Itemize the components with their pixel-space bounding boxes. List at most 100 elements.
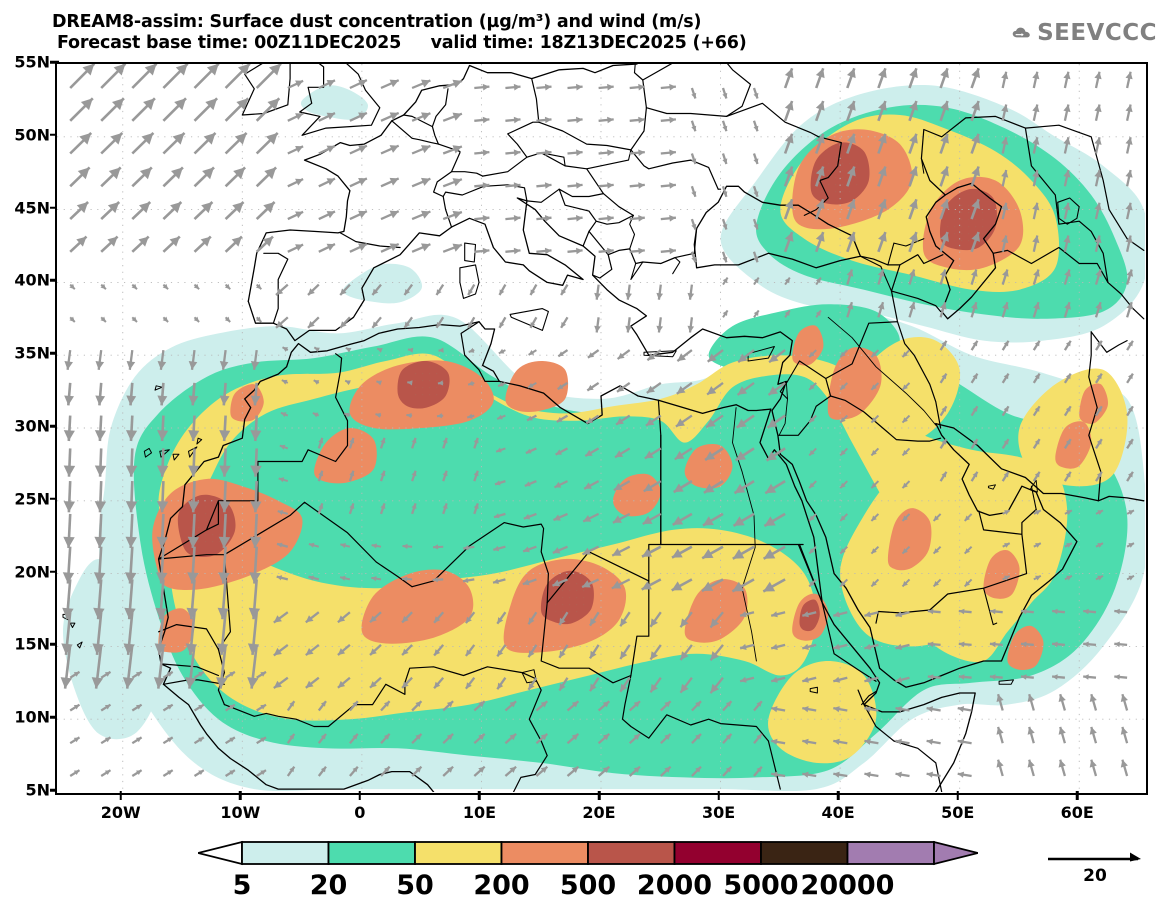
x-tick-mark xyxy=(358,791,362,800)
wind-arrowhead xyxy=(576,116,583,124)
wind-arrowhead xyxy=(273,615,282,623)
wind-arrowhead xyxy=(407,380,413,386)
wind-arrowhead xyxy=(687,325,695,333)
wind-arrowhead xyxy=(482,182,490,189)
wind-arrowhead xyxy=(260,770,266,775)
wind-arrowhead xyxy=(404,321,410,328)
wind-arrowhead xyxy=(421,243,431,252)
geo-outline xyxy=(827,316,937,426)
wind-arrowhead xyxy=(1128,340,1133,347)
wind-arrowhead xyxy=(941,373,947,380)
wind-arrowhead xyxy=(380,503,386,509)
wind-arrowhead xyxy=(1126,302,1134,310)
wind-arrowhead xyxy=(613,482,623,491)
wind-arrowhead xyxy=(1001,104,1009,113)
wind-arrowhead xyxy=(467,413,473,419)
wind-arrowhead xyxy=(478,701,485,708)
wind-arrowhead xyxy=(702,548,714,559)
wind-arrowhead xyxy=(289,701,295,707)
seevccc-logo: SEEVCCC xyxy=(1012,15,1157,51)
wind-arrowhead xyxy=(141,132,154,145)
wind-arrowhead xyxy=(219,501,231,513)
wind-arrowhead xyxy=(680,618,689,628)
y-tick-mark xyxy=(50,788,59,792)
wind-arrowhead xyxy=(433,544,439,550)
wind-arrowhead xyxy=(107,202,120,214)
wind-arrowhead xyxy=(941,439,947,445)
y-tick-mark xyxy=(50,570,59,573)
wind-arrowhead xyxy=(174,98,186,111)
wind-arrowhead xyxy=(263,202,275,214)
wind-arrowhead xyxy=(139,202,151,214)
wind-arrowhead xyxy=(218,572,230,584)
wind-arrowhead xyxy=(318,470,324,477)
wind-arrowhead xyxy=(187,536,200,548)
wind-arrowhead xyxy=(463,545,469,551)
geo-outline xyxy=(825,321,942,429)
colorbar-tick-label: 20000 xyxy=(800,870,895,901)
wind-arrowhead xyxy=(1035,543,1041,548)
wind-arrowhead xyxy=(802,738,809,745)
wind-arrowhead xyxy=(620,618,628,627)
wind-arrowhead xyxy=(958,674,965,680)
wind-arrowhead xyxy=(725,733,732,740)
geo-outline xyxy=(643,350,677,358)
dust-contour-region xyxy=(361,569,474,644)
wind-arrowhead xyxy=(895,676,903,683)
wind-arrowhead xyxy=(571,701,579,708)
wind-arrowhead xyxy=(493,545,500,552)
wind-arrowhead xyxy=(571,766,579,773)
wind-arrowhead xyxy=(465,649,472,656)
wind-arrowhead xyxy=(612,548,622,556)
wind-arrowhead xyxy=(809,384,815,390)
wind-arrowhead xyxy=(771,676,778,683)
wind-arrowhead xyxy=(877,302,885,310)
dust-contour-region xyxy=(684,579,748,643)
geo-outline xyxy=(411,522,549,604)
colorbar-labels: 5 20 50 200 500 2000 5000 20000 xyxy=(198,870,978,904)
wind-arrowhead xyxy=(279,444,286,450)
wind-arrowhead xyxy=(94,501,107,513)
wind-arrowhead xyxy=(847,199,856,210)
y-tick-mark xyxy=(50,424,59,428)
geo-outline xyxy=(247,64,638,302)
geo-outline xyxy=(69,622,76,628)
wind-arrowhead xyxy=(802,611,809,618)
wind-arrowhead xyxy=(771,738,778,745)
wind-arrowhead xyxy=(669,215,676,222)
wind-arrowhead xyxy=(499,322,505,328)
wind-arrowhead xyxy=(735,451,746,461)
wind-arrowhead xyxy=(60,677,72,689)
wind-arrowhead xyxy=(155,607,167,620)
wind-arrowhead xyxy=(957,738,965,745)
wind-arrowhead xyxy=(833,611,840,618)
geo-outline xyxy=(890,290,942,313)
wind-arrowhead xyxy=(278,477,285,483)
wind-arrowhead xyxy=(674,451,685,460)
wind-arrowhead xyxy=(1096,439,1102,445)
wind-arrowhead xyxy=(989,674,996,680)
wind-arrowhead xyxy=(971,269,978,277)
wind-arrowhead xyxy=(277,542,283,548)
wind-arrowhead xyxy=(815,277,821,284)
wind-arrowhead xyxy=(972,373,978,380)
wind-arrowhead xyxy=(340,288,347,295)
wind-arrowhead xyxy=(705,451,716,460)
x-tick-label: 50E xyxy=(941,803,975,822)
wind-arrowhead xyxy=(1021,674,1027,680)
wind-arrowhead xyxy=(909,199,918,210)
colorbar-band xyxy=(846,841,935,865)
wind-arrowhead xyxy=(478,733,485,741)
wind-arrowhead xyxy=(205,98,218,111)
dust-contour-region xyxy=(818,154,861,198)
wind-arrowhead xyxy=(676,385,686,394)
wind-arrowhead xyxy=(295,244,304,251)
wind-arrowhead xyxy=(79,132,92,145)
wind-arrowhead xyxy=(193,283,200,290)
geo-outline xyxy=(241,64,291,116)
wind-arrowhead xyxy=(1089,759,1097,768)
dust-contour-region xyxy=(1079,383,1108,424)
wind-arrowhead xyxy=(617,385,625,392)
wind-arrowhead xyxy=(513,247,521,255)
wind-arrowhead xyxy=(1064,302,1071,310)
